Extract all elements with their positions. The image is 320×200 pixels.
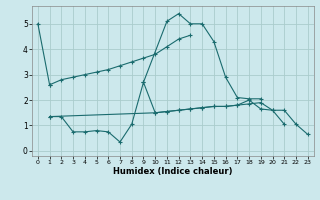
X-axis label: Humidex (Indice chaleur): Humidex (Indice chaleur) — [113, 167, 233, 176]
